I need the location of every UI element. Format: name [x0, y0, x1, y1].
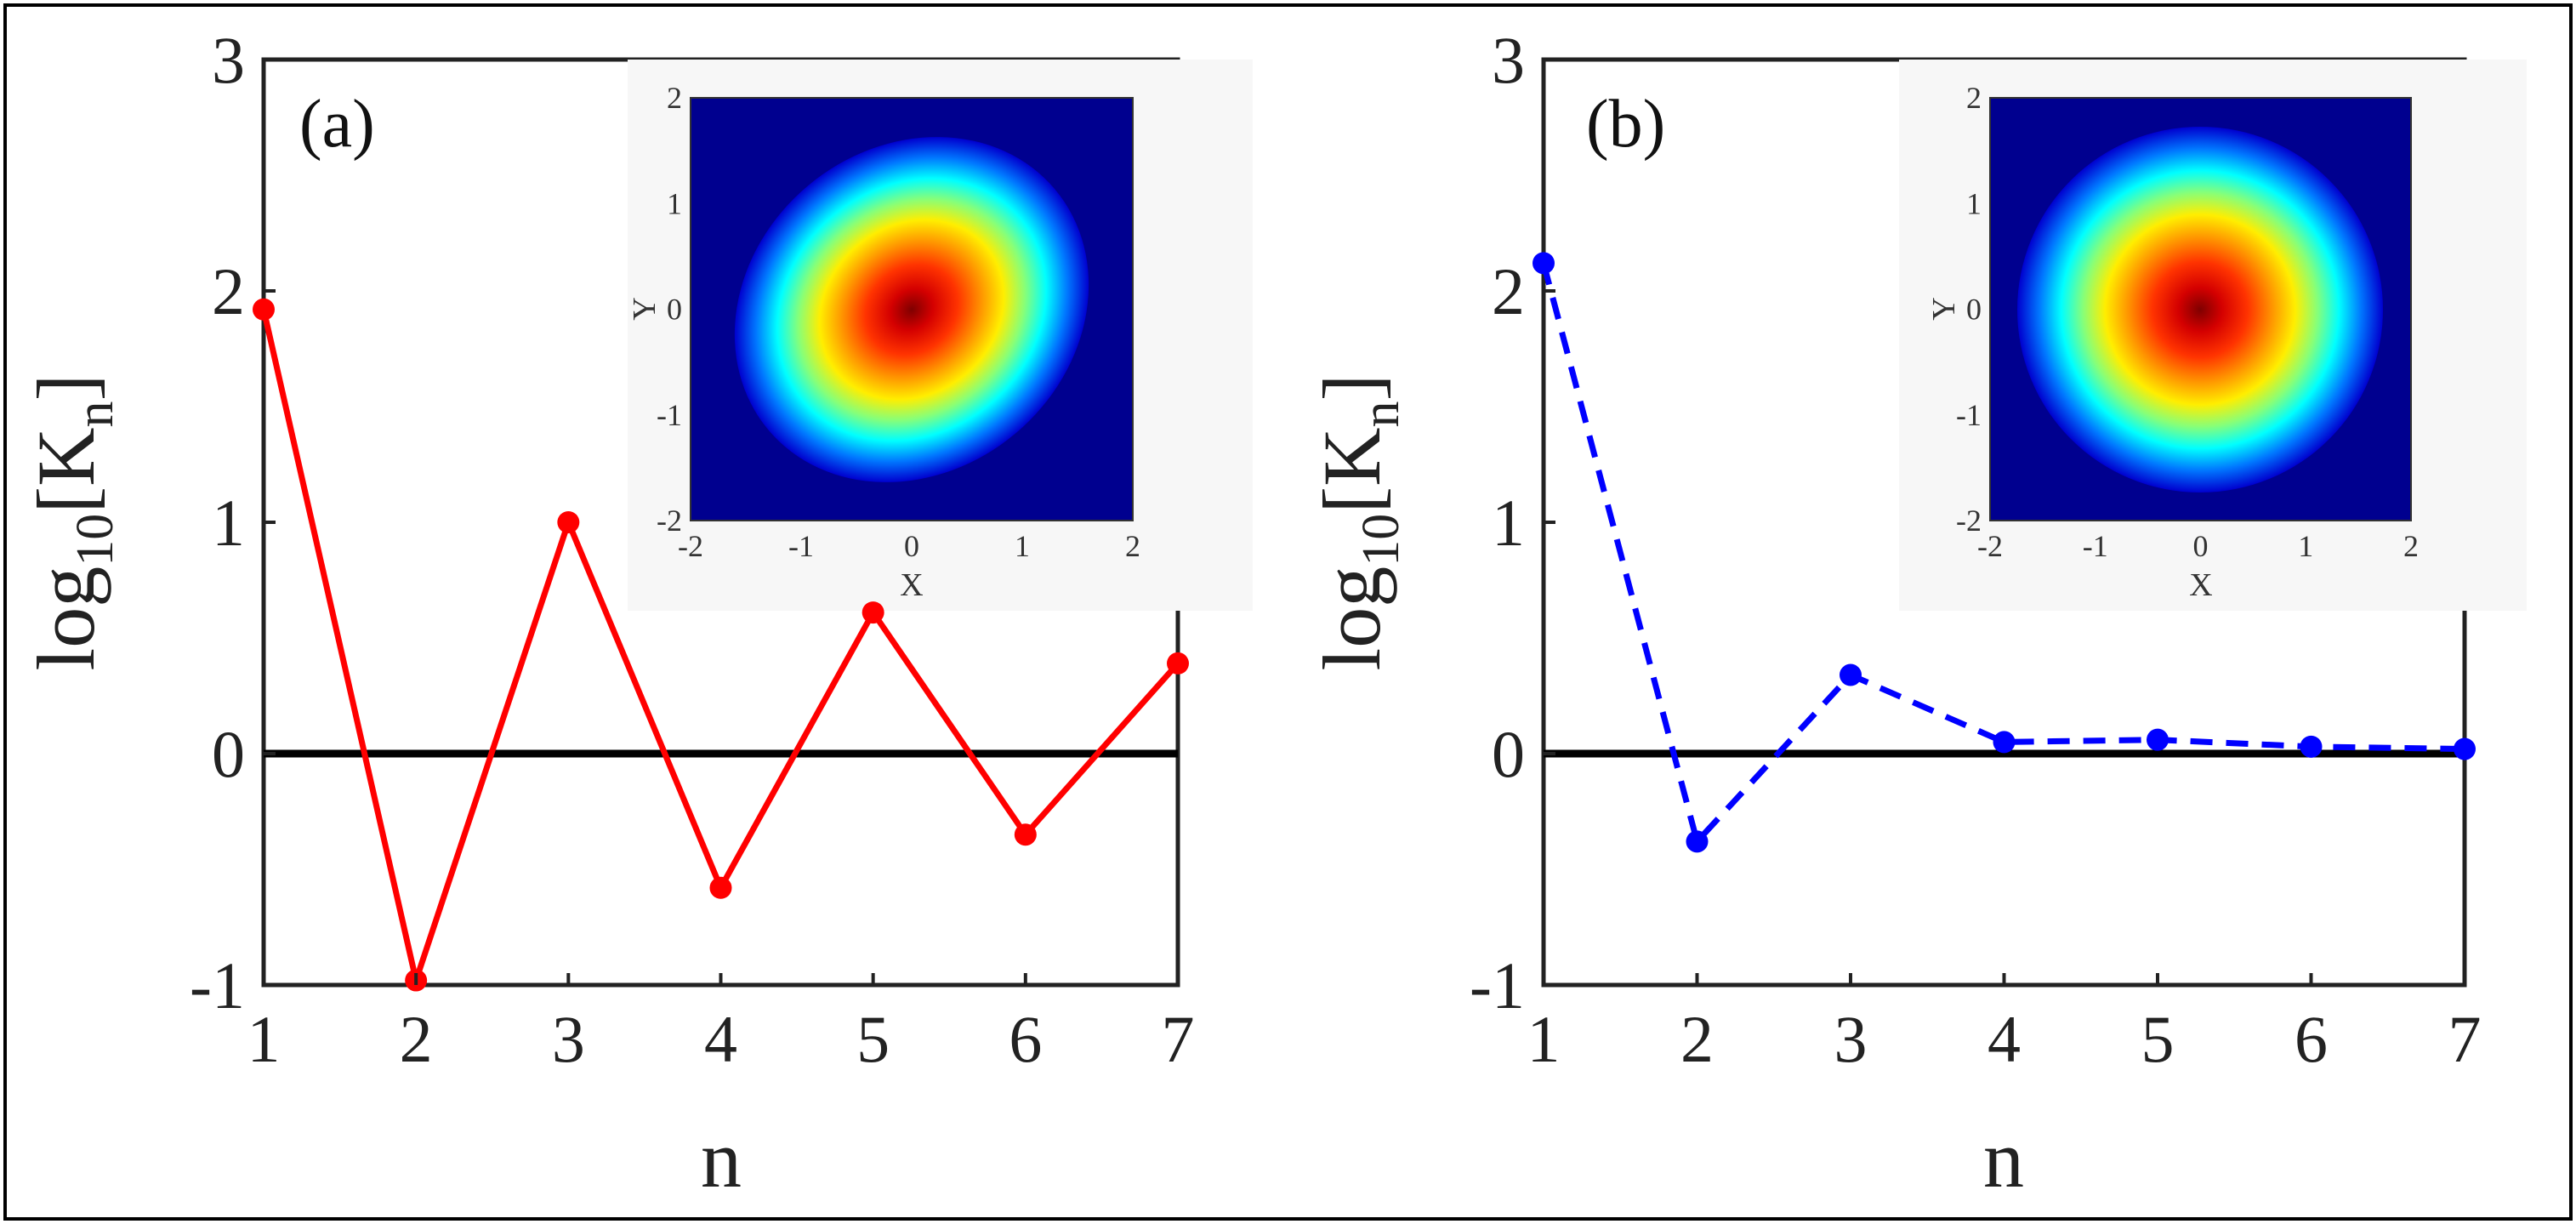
panel-a-xtick-label: 1	[247, 1002, 281, 1076]
panel-b-inset-xtick-label: -1	[2083, 529, 2108, 563]
panel-b-label: (b)	[1586, 87, 1665, 162]
panel-b-inset-xtick-label: -2	[1977, 529, 2003, 563]
panel-b-ytick-label: 0	[1492, 717, 1525, 791]
panel-b-inset-ytick-label: -2	[1956, 504, 1982, 538]
panel-a-ytick-label: 3	[212, 23, 245, 97]
panel-b-ytick-label: 2	[1492, 254, 1525, 328]
panel-a-label: (a)	[299, 87, 375, 162]
panel-b-ylabel-subn: n	[1352, 401, 1410, 428]
panel-b-inset-ytick-label: 0	[1966, 293, 1982, 327]
panel-a-xlabel: n	[701, 1113, 742, 1204]
panel-a-inset-ylabel: Y	[627, 297, 662, 320]
panel-b-ytick-label: 1	[1492, 486, 1525, 560]
panel-a-ytick-label: 0	[212, 717, 245, 791]
panel-b-inset-xlabel: X	[2189, 567, 2212, 603]
panel-b-ytick-label: -1	[1470, 948, 1525, 1022]
panel-a-ylabel-log: log	[20, 566, 111, 671]
panel-b-inset-ytick-label: 2	[1966, 81, 1982, 115]
panel-b-xtick-label: 6	[2295, 1002, 2328, 1076]
panel-a-inset-xtick-label: 2	[1125, 529, 1140, 563]
figure-border	[3, 3, 2573, 1221]
panel-a-point-5	[862, 601, 884, 624]
panel-b-ytick-label: 3	[1492, 23, 1525, 97]
panel-a-xtick-label: 4	[704, 1002, 737, 1076]
panel-a-inset-xlabel: X	[900, 567, 923, 603]
panel-a-ytick-label: -1	[190, 948, 245, 1022]
panel-b-inset-ytick-label: -1	[1956, 398, 1982, 432]
panel-a-inset-ytick-label: 0	[667, 293, 682, 327]
panel-a-heatmap-frame	[690, 97, 1134, 521]
panel-b-ylabel-sub10: 10	[1352, 514, 1410, 566]
panel-a-inset-xtick-label: -2	[678, 529, 703, 563]
panel-a-inset-xtick-label: -1	[788, 529, 814, 563]
panel-b-ylabel: log10[Kn]	[1306, 374, 1410, 671]
panel-b-xtick-label: 2	[1680, 1002, 1714, 1076]
panel-b-xtick-label: 3	[1834, 1002, 1868, 1076]
panel-b-inset: -2 -1 0 1 2 -2 -1 0 1 2 X Y	[1899, 60, 2527, 611]
panel-a-point-1	[253, 298, 275, 321]
panel-b-inset-xtick-label: 1	[2298, 529, 2313, 563]
panel-a-point-7	[1167, 652, 1189, 675]
panel-a-inset-xtick-label: 0	[904, 529, 919, 563]
panel-a-inset: -2 -1 0 1 2 -2 -1 0 1 2 X Y	[627, 60, 1253, 611]
panel-a-xtick-label: 6	[1009, 1002, 1042, 1076]
panel-a-ylabel-subn: n	[66, 401, 124, 428]
panel-b-inset-xtick-label: 2	[2403, 529, 2419, 563]
panel-a-inset-xtick-label: 1	[1015, 529, 1030, 563]
panel-b: -2 -1 0 1 2 -2 -1 0 1 2 X Y 1 2 3 4 5 6 7 -1 0 1 2 3 (b) n l…	[1306, 23, 2527, 1204]
panel-b-point-1	[1533, 252, 1555, 275]
panel-a-point-4	[709, 876, 732, 899]
panel-a-ylabel-sub10: 10	[66, 514, 124, 566]
panel-b-point-6	[2300, 735, 2323, 758]
panel-a-point-6	[1014, 823, 1037, 846]
panel-b-ylabel-log: log	[1306, 566, 1397, 671]
panel-a-ylabel-close: ]	[20, 374, 111, 401]
panel-b-heatmap-frame	[1989, 97, 2412, 521]
panel-a-ytick-label: 2	[212, 254, 245, 328]
panel-a-inset-ytick-label: 1	[667, 186, 682, 220]
panel-a-ylabel: log10[Kn]	[20, 374, 124, 671]
panel-b-xtick-label: 1	[1527, 1002, 1561, 1076]
panel-a-xtick-label: 5	[856, 1002, 890, 1076]
panel-a-heatmap	[691, 98, 1133, 521]
panel-b-ylabel-k: [K	[1306, 428, 1397, 514]
panel-a-xtick-label: 3	[552, 1002, 585, 1076]
panel-a-point-3	[557, 511, 580, 533]
panel-a-ytick-label: 1	[212, 486, 245, 560]
panel-b-point-2	[1686, 830, 1709, 853]
panel-b-xlabel: n	[1983, 1113, 2024, 1204]
panel-b-point-4	[1993, 731, 2016, 754]
panel-a-xtick-label: 2	[400, 1002, 433, 1076]
panel-b-xtick-label: 4	[1987, 1002, 2021, 1076]
panel-b-heatmap	[1990, 98, 2411, 521]
panel-b-point-5	[2147, 728, 2169, 751]
panel-a-inset-ytick-label: -2	[657, 504, 682, 538]
panel-b-xtick-label: 7	[2448, 1002, 2482, 1076]
panel-a-xtick-label: 7	[1162, 1002, 1195, 1076]
panel-b-inset-xtick-label: 0	[2193, 529, 2209, 563]
panel-a-inset-ytick-label: -1	[657, 398, 682, 432]
panel-b-xtick-label: 5	[2141, 1002, 2175, 1076]
panel-a-ylabel-k: [K	[20, 428, 111, 514]
panel-b-point-7	[2454, 737, 2476, 760]
panel-b-point-3	[1840, 663, 1862, 686]
panel-b-inset-ylabel: Y	[1926, 297, 1962, 320]
panel-b-inset-ytick-label: 1	[1966, 186, 1982, 220]
panel-a-inset-ytick-label: 2	[667, 81, 682, 115]
panel-a: -2 -1 0 1 2 -2 -1 0 1 2 X Y 1 2 3 4 5 6 7 -1 0 1 2 3 (a) n l…	[20, 23, 1253, 1204]
panel-b-ylabel-close: ]	[1306, 374, 1397, 401]
